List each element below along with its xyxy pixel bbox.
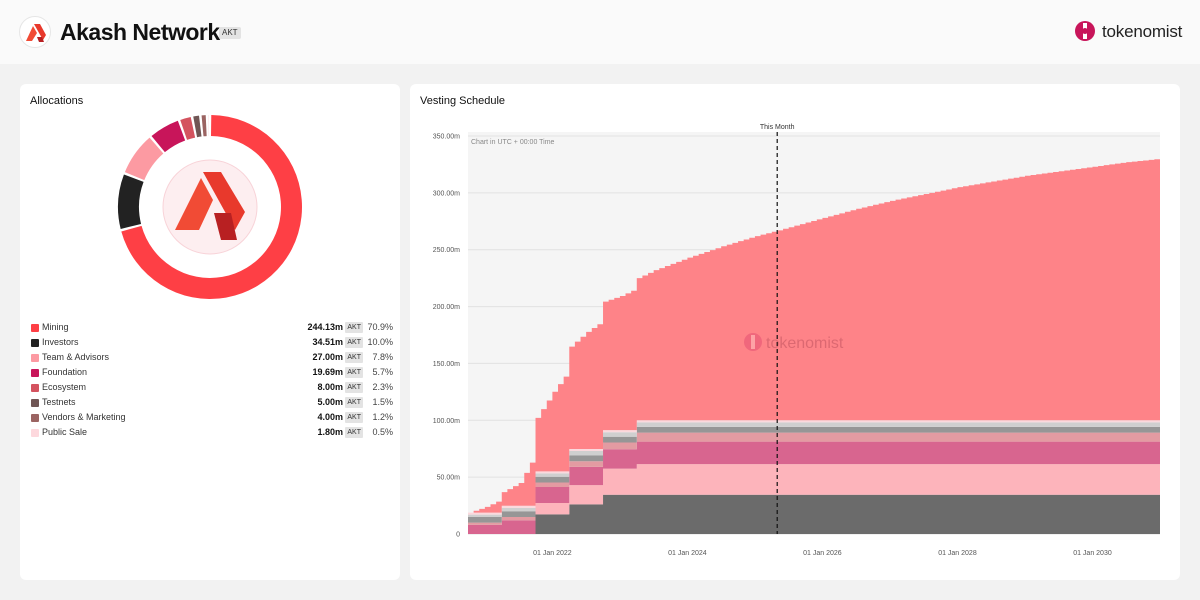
legend-amount: 34.51m [312,337,343,347]
allocations-title: Allocations [30,95,84,107]
legend-percent: 5.7% [372,367,393,377]
legend-swatch [31,414,39,422]
legend-row[interactable]: Investors 34.51m AKT 10.0% [31,335,393,350]
project-name: Akash Network [60,19,220,45]
donut-center-logo [162,159,258,255]
allocation-legend: Mining 244.13m AKT 70.9% Investors 34.51m AKT 1… [31,320,393,440]
legend-unit-badge: AKT [345,352,363,363]
legend-swatch [31,369,39,377]
legend-amount: 1.80m [317,427,343,437]
y-tick-label: 250.00m [433,247,460,254]
legend-swatch [31,429,39,437]
legend-label: Foundation [42,367,88,377]
legend-amount: 27.00m [312,352,343,362]
legend-amount: 4.00m [317,412,343,422]
legend-row[interactable]: Public Sale 1.80m AKT 0.5% [31,425,393,440]
legend-amount: 8.00m [317,382,343,392]
brand-logo[interactable]: tokenomist [1074,20,1183,44]
akash-logo-icon [26,24,46,42]
legend-swatch [31,324,39,332]
area-foundation[interactable] [468,441,1160,534]
area-mining[interactable] [468,158,1160,513]
donut-slice-testnets[interactable] [193,115,202,138]
legend-row[interactable]: Testnets 5.00m AKT 1.5% [31,395,393,410]
legend-row[interactable]: Team & Advisors 27.00m AKT 7.8% [31,350,393,365]
donut-slice-ecosystem[interactable] [180,117,196,140]
legend-percent: 7.8% [372,352,393,362]
legend-unit-badge: AKT [345,427,363,438]
legend-unit-badge: AKT [345,382,363,393]
legend-label: Public Sale [42,427,88,437]
y-tick-label: 150.00m [433,361,460,368]
legend-swatch [31,384,39,392]
y-tick-label: 100.00m [433,418,460,425]
legend-percent: 2.3% [372,382,393,392]
donut-slice-team-advisors[interactable] [124,137,164,181]
x-tick-label: 01 Jan 2028 [938,550,977,557]
legend-amount: 19.69m [312,367,343,377]
legend-label: Testnets [42,397,76,407]
vesting-title: Vesting Schedule [420,95,506,107]
legend-swatch [31,339,39,347]
y-tick-label: 350.00m [433,134,460,141]
x-tick-label: 01 Jan 2024 [668,550,707,557]
x-tick-label: 01 Jan 2026 [803,550,842,557]
legend-unit-badge: AKT [345,412,363,423]
legend-amount: 5.00m [317,397,343,407]
legend-label: Team & Advisors [42,352,110,362]
allocation-donut [115,112,305,302]
this-month-label: This Month [760,124,795,131]
legend-swatch [31,399,39,407]
y-tick-label: 200.00m [433,304,460,311]
area-team-advisors[interactable] [468,464,1160,534]
x-tick-label: 01 Jan 2022 [533,550,572,557]
x-tick-label: 01 Jan 2030 [1073,550,1112,557]
legend-row[interactable]: Mining 244.13m AKT 70.9% [31,320,393,335]
donut-slice-public-sale[interactable] [208,115,210,137]
legend-label: Ecosystem [42,382,87,392]
legend-label: Mining [42,322,69,332]
watermark-text: tokenomist [766,335,844,352]
legend-percent: 70.9% [367,322,393,332]
donut-slice-foundation[interactable] [151,120,186,153]
legend-unit-badge: AKT [345,397,363,408]
legend-percent: 1.2% [372,412,393,422]
tokenomist-logo-icon [1075,21,1095,41]
legend-label: Investors [42,337,79,347]
header-bar: Akash Network AKT tokenomist [0,0,1200,64]
ticker-badge: AKT [219,27,241,39]
watermark-logo-bar [751,335,755,349]
vesting-panel: Vesting Schedule 0 50.00m 100.00m 150.00m 20… [410,84,1180,580]
tokenomist-logo-icon [744,333,762,351]
y-tick-label: 300.00m [433,190,460,197]
watermark: tokenomist [744,333,844,352]
legend-amount: 244.13m [307,322,343,332]
legend-unit-badge: AKT [345,322,363,333]
akash-logo-icon [175,172,245,240]
legend-swatch [31,354,39,362]
legend-row[interactable]: Ecosystem 8.00m AKT 2.3% [31,380,393,395]
legend-label: Vendors & Marketing [42,412,126,422]
legend-row[interactable]: Foundation 19.69m AKT 5.7% [31,365,393,380]
area-investors[interactable] [468,494,1160,534]
legend-unit-badge: AKT [345,367,363,378]
legend-percent: 1.5% [372,397,393,407]
allocations-panel: Allocations Mining 244.13m AKT 70.9% Investo… [20,84,400,580]
y-tick-label: 50.00m [437,475,461,482]
timezone-note: Chart in UTC + 00:00 Time [471,139,555,146]
donut-chart [117,115,302,299]
donut-slice-vendors-marketing[interactable] [201,115,207,137]
legend-row[interactable]: Vendors & Marketing 4.00m AKT 1.2% [31,410,393,425]
vesting-chart[interactable]: 0 50.00m 100.00m 150.00m 200.00m 250.00m 300.0… [410,84,1180,580]
brand-name: tokenomist [1102,22,1183,41]
legend-percent: 0.5% [372,427,393,437]
project-logo [19,16,51,48]
donut-slice-investors[interactable] [117,174,144,229]
legend-unit-badge: AKT [345,337,363,348]
y-tick-label: 0 [456,532,460,539]
legend-percent: 10.0% [367,337,393,347]
